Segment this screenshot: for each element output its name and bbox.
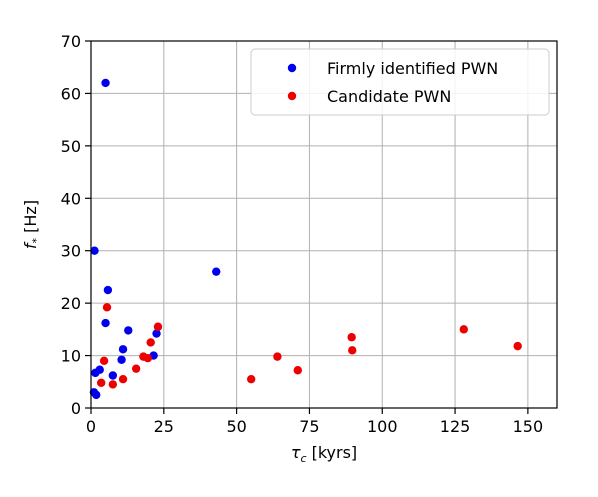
data-point-series-1 [118, 374, 128, 384]
data-point-series-0 [101, 318, 110, 328]
y-axis-label: f* [Hz] [21, 200, 43, 249]
x-tick-label: 75 [299, 417, 319, 436]
y-axis-unit: [Hz] [21, 200, 40, 238]
data-point-series-1 [131, 364, 141, 373]
x-tick-label: 50 [226, 417, 246, 436]
y-axis-symbol: f [21, 241, 40, 249]
y-tick-label: 10 [61, 347, 81, 366]
data-point-series-1 [246, 374, 256, 384]
legend-marker [287, 63, 297, 73]
x-tick-label: 0 [86, 417, 96, 436]
y-tick-label: 0 [71, 399, 81, 418]
x-tick-label: 25 [154, 417, 174, 436]
data-point-series-0 [117, 355, 126, 364]
legend-label: Candidate PWN [327, 87, 451, 106]
data-point-series-1 [108, 380, 118, 389]
data-point-series-0 [118, 345, 128, 354]
x-axis-subscript: c [300, 452, 306, 465]
y-tick-label: 30 [61, 242, 81, 261]
data-point-series-1 [459, 325, 468, 334]
x-axis-unit: [kyrs] [307, 443, 358, 462]
plot-frame [90, 40, 558, 409]
data-point-series-1 [513, 341, 522, 351]
data-point-series-0 [152, 329, 161, 338]
x-tick-label: 150 [513, 417, 544, 436]
y-tick-label: 40 [61, 189, 81, 208]
data-point-series-1 [348, 346, 357, 355]
x-axis-label: τc [kyrs] [291, 443, 357, 465]
data-point-series-1 [99, 356, 109, 366]
data-point-series-0 [90, 246, 99, 255]
legend-marker [287, 91, 297, 101]
data-point-series-0 [212, 267, 221, 276]
data-point-series-1 [96, 378, 106, 388]
x-axis-symbol: τ [291, 443, 301, 462]
data-point-series-0 [91, 368, 100, 378]
data-point-series-1 [273, 352, 282, 361]
data-point-series-1 [347, 333, 356, 342]
data-point-series-1 [102, 303, 112, 312]
data-point-series-1 [146, 338, 155, 347]
data-point-series-1 [293, 366, 302, 375]
x-tick-label: 125 [440, 417, 471, 436]
data-point-series-0 [92, 390, 101, 400]
y-tick-label: 70 [61, 32, 81, 51]
y-tick-label: 60 [61, 84, 81, 103]
y-tick-label: 50 [61, 137, 81, 156]
data-point-series-1 [153, 322, 163, 331]
data-point-series-0 [124, 326, 133, 335]
data-point-series-0 [108, 371, 118, 380]
data-points [89, 78, 522, 400]
legend-label: Firmly identified PWN [327, 59, 498, 78]
x-tick-label: 100 [367, 417, 398, 436]
axis-ticks: 0 25 50 75 100 125 150 0 10 20 30 40 50 60 70 [61, 32, 544, 436]
data-point-series-0 [101, 78, 110, 88]
data-point-series-1 [143, 353, 152, 363]
data-point-series-0 [103, 285, 113, 295]
y-tick-label: 20 [61, 294, 81, 313]
legend-box [250, 48, 550, 116]
y-axis-subscript: * [30, 237, 43, 243]
legend: Firmly identified PWN Candidate PWN [250, 48, 550, 116]
